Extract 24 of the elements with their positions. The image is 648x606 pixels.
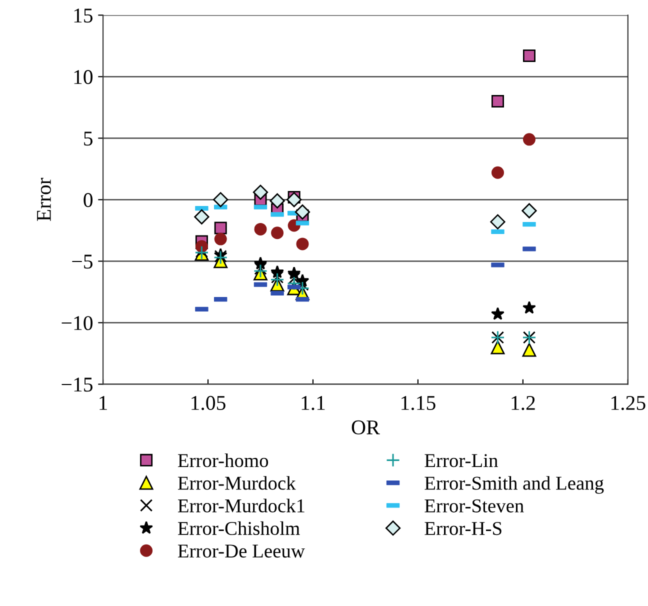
legend-label: Error-homo bbox=[178, 453, 268, 468]
x-axis-title: OR bbox=[352, 420, 380, 434]
x-tick-label: 1.2 bbox=[512, 396, 535, 410]
legend-label: Error-De Leeuw bbox=[178, 544, 305, 558]
legend-label: Error-Murdock bbox=[178, 476, 296, 490]
y-tick-label: 5 bbox=[84, 132, 92, 146]
legend-label: Error-Smith and Leang bbox=[424, 476, 604, 494]
y-tick-label: −5 bbox=[72, 254, 92, 269]
x-tick-label: 1.1 bbox=[302, 396, 325, 410]
legend-label: Error-H-S bbox=[424, 522, 502, 536]
y-axis-title: Error bbox=[37, 178, 51, 222]
legend-label: Error-Chisholm bbox=[178, 521, 300, 536]
x-tick-label: 1.05 bbox=[192, 396, 226, 410]
y-tick-label: −10 bbox=[62, 316, 93, 330]
legend-label: Error-Steven bbox=[424, 499, 524, 512]
legend-label: Error-Murdock1 bbox=[178, 498, 304, 512]
y-tick-label: 0 bbox=[84, 193, 93, 208]
x-tick-label: 1 bbox=[100, 396, 107, 410]
y-tick-label: 10 bbox=[74, 70, 93, 84]
x-tick-label: 1.25 bbox=[612, 396, 646, 410]
y-tick-label: −15 bbox=[62, 378, 92, 392]
y-tick-label: 15 bbox=[74, 8, 92, 23]
x-tick-label: 1.15 bbox=[402, 396, 436, 410]
legend-label: Error-Lin bbox=[424, 454, 498, 468]
